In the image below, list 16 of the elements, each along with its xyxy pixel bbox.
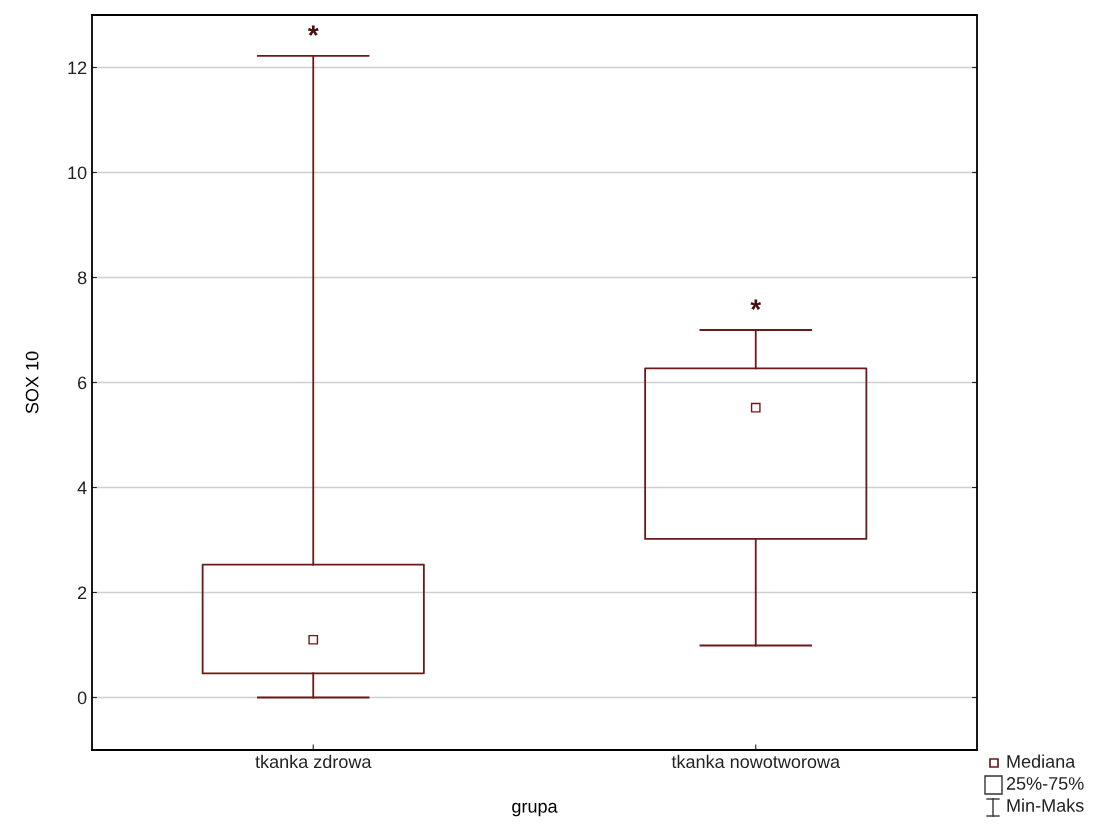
y-tick-label: 0 xyxy=(77,691,87,705)
y-tick-label: 2 xyxy=(78,586,87,600)
x-axis-title: grupa xyxy=(512,802,558,817)
annotation: * xyxy=(307,25,319,36)
text: Min-Maks xyxy=(1007,798,1084,812)
x-tick-label: tkanka nowotworowa xyxy=(671,754,841,769)
text: 25%-75% xyxy=(1006,777,1084,790)
y-tick-label: 4 xyxy=(77,481,87,495)
y-axis-title: SOX 10 xyxy=(25,351,39,414)
x-tick-label: tkanka zdrowa xyxy=(255,754,372,769)
y-tick-label: 12 xyxy=(68,61,87,75)
y-tick-label: 8 xyxy=(77,271,87,285)
y-tick-label: 10 xyxy=(68,166,87,180)
y-tick-label: 6 xyxy=(78,376,87,390)
text: Mediana xyxy=(1007,754,1076,768)
annotation: * xyxy=(750,299,762,310)
